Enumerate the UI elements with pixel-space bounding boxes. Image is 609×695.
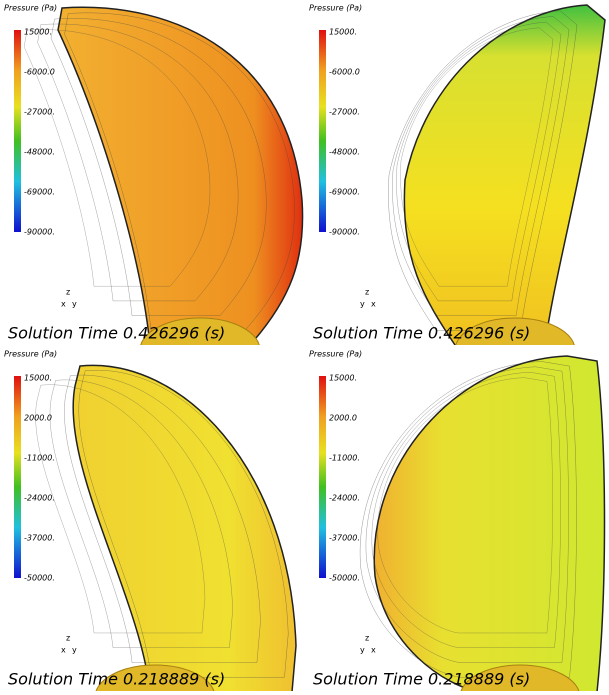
panel: Pressure (Pa) 15000. -6000.0 -27000. -48000.… bbox=[309, 4, 605, 383]
legend-tick-label: -37000. bbox=[329, 534, 360, 543]
legend-tick-label: -11000. bbox=[24, 454, 55, 463]
triad-label: z bbox=[66, 634, 70, 643]
legend-tick-label: -90000. bbox=[24, 228, 55, 237]
blade bbox=[73, 365, 296, 691]
legend-tick-label: -6000.0 bbox=[24, 68, 55, 77]
legend-tick-label: -24000. bbox=[329, 494, 360, 503]
legend-tick-label: -69000. bbox=[329, 188, 360, 197]
triad-label: z bbox=[365, 288, 369, 297]
legend-tick-label: -27000. bbox=[24, 108, 55, 117]
legend-tick-label: 15000. bbox=[329, 28, 357, 37]
legend-tick-label: 2000.0 bbox=[24, 414, 52, 423]
blade bbox=[404, 5, 605, 345]
panel: Pressure (Pa) 15000. -6000.0 -27000. -48000.… bbox=[4, 4, 303, 383]
legend-tick-label: -69000. bbox=[24, 188, 55, 197]
color-bar bbox=[319, 376, 326, 578]
triad-label: x bbox=[371, 300, 376, 309]
panel: Pressure (Pa) 15000. 2000.0 -11000. -24000. -… bbox=[4, 350, 296, 692]
legend-tick-label: -50000. bbox=[329, 574, 360, 583]
legend-tick-label: 2000.0 bbox=[329, 414, 357, 423]
solution-time: Solution Time 0.218889 (s) bbox=[313, 670, 530, 689]
legend-tick-label: 15000. bbox=[24, 374, 52, 383]
legend-title: Pressure (Pa) bbox=[4, 350, 57, 359]
triad-label: z bbox=[365, 634, 369, 643]
legend-tick-label: 15000. bbox=[329, 374, 357, 383]
legend-title: Pressure (Pa) bbox=[4, 4, 57, 13]
legend-tick-label: -48000. bbox=[24, 148, 55, 157]
legend-tick-label: -90000. bbox=[329, 228, 360, 237]
blade bbox=[374, 356, 604, 691]
triad-label: x bbox=[61, 646, 66, 655]
triad-label: z bbox=[66, 288, 70, 297]
solution-time: Solution Time 0.426296 (s) bbox=[8, 324, 225, 343]
legend-title: Pressure (Pa) bbox=[309, 4, 362, 13]
legend-tick-label: -48000. bbox=[329, 148, 360, 157]
color-bar bbox=[319, 30, 326, 232]
color-bar bbox=[14, 30, 21, 232]
triad-label: y bbox=[72, 300, 77, 309]
solution-time: Solution Time 0.426296 (s) bbox=[313, 324, 530, 343]
figure: Pressure (Pa) 15000. -6000.0 -27000. -48000.… bbox=[0, 0, 609, 691]
triad-label: x bbox=[61, 300, 66, 309]
triad-label: y bbox=[72, 646, 77, 655]
solution-time: Solution Time 0.218889 (s) bbox=[8, 670, 225, 689]
triad-label: y bbox=[360, 300, 365, 309]
legend-tick-label: -11000. bbox=[329, 454, 360, 463]
legend-tick-label: -6000.0 bbox=[329, 68, 360, 77]
legend-tick-label: -27000. bbox=[329, 108, 360, 117]
blade bbox=[58, 7, 303, 345]
legend-tick-label: -37000. bbox=[24, 534, 55, 543]
legend-tick-label: -24000. bbox=[24, 494, 55, 503]
triad-label: x bbox=[371, 646, 376, 655]
legend-title: Pressure (Pa) bbox=[309, 350, 362, 359]
legend-tick-label: 15000. bbox=[24, 28, 52, 37]
color-bar bbox=[14, 376, 21, 578]
legend-tick-label: -50000. bbox=[24, 574, 55, 583]
triad-label: y bbox=[360, 646, 365, 655]
panel: Pressure (Pa) 15000. 2000.0 -11000. -24000. -… bbox=[309, 350, 605, 692]
